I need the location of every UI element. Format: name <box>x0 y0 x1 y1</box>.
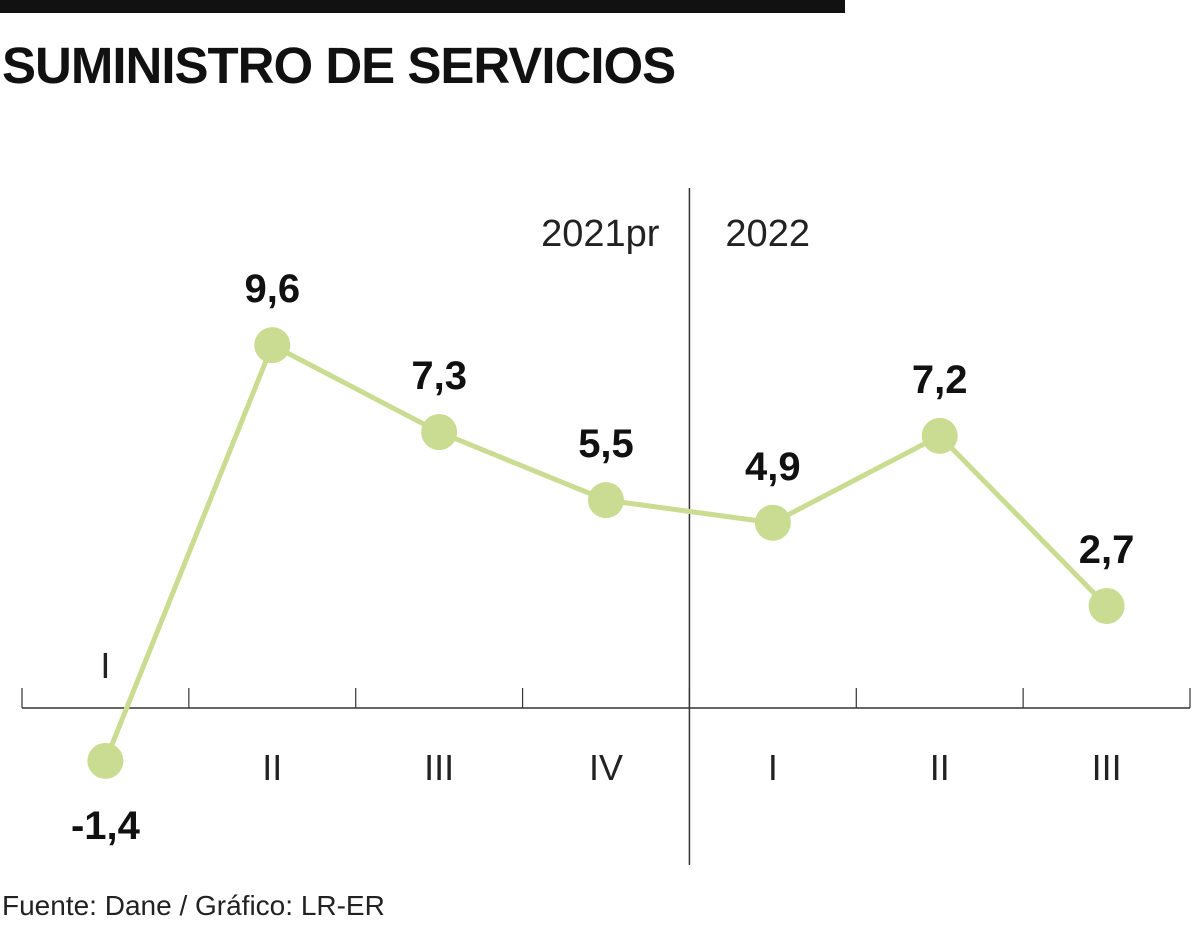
data-value-label: 7,2 <box>912 358 968 402</box>
chart-title: SUMINISTRO DE SERVICIOS <box>2 37 676 94</box>
x-tick-label: II <box>262 747 282 788</box>
x-tick-label: II <box>930 747 950 788</box>
data-point-marker <box>1088 587 1125 624</box>
data-point-marker <box>254 327 291 364</box>
data-value-label: 9,6 <box>244 267 300 311</box>
data-point-marker <box>588 482 624 519</box>
source-note: Fuente: Dane / Gráfico: LR-ER <box>2 890 385 921</box>
x-tick-label: III <box>1092 747 1122 788</box>
period-label: 2022 <box>725 213 810 255</box>
top-rule <box>0 0 845 13</box>
data-point-marker <box>87 742 124 779</box>
data-point-marker <box>921 417 958 454</box>
data-value-label: 2,7 <box>1079 528 1135 572</box>
period-label: 2021pr <box>541 213 660 255</box>
data-value-label: -1,4 <box>71 804 141 848</box>
data-point-marker <box>754 504 791 541</box>
x-tick-label: IV <box>589 747 623 788</box>
x-tick-label: I <box>100 645 110 686</box>
data-value-label: 7,3 <box>411 354 467 398</box>
series-line <box>102 342 1110 764</box>
x-tick-label: I <box>768 747 778 788</box>
data-point-marker <box>421 414 458 451</box>
data-value-label: 5,5 <box>578 422 634 466</box>
data-value-label: 4,9 <box>745 445 801 489</box>
x-tick-label: III <box>424 747 454 788</box>
